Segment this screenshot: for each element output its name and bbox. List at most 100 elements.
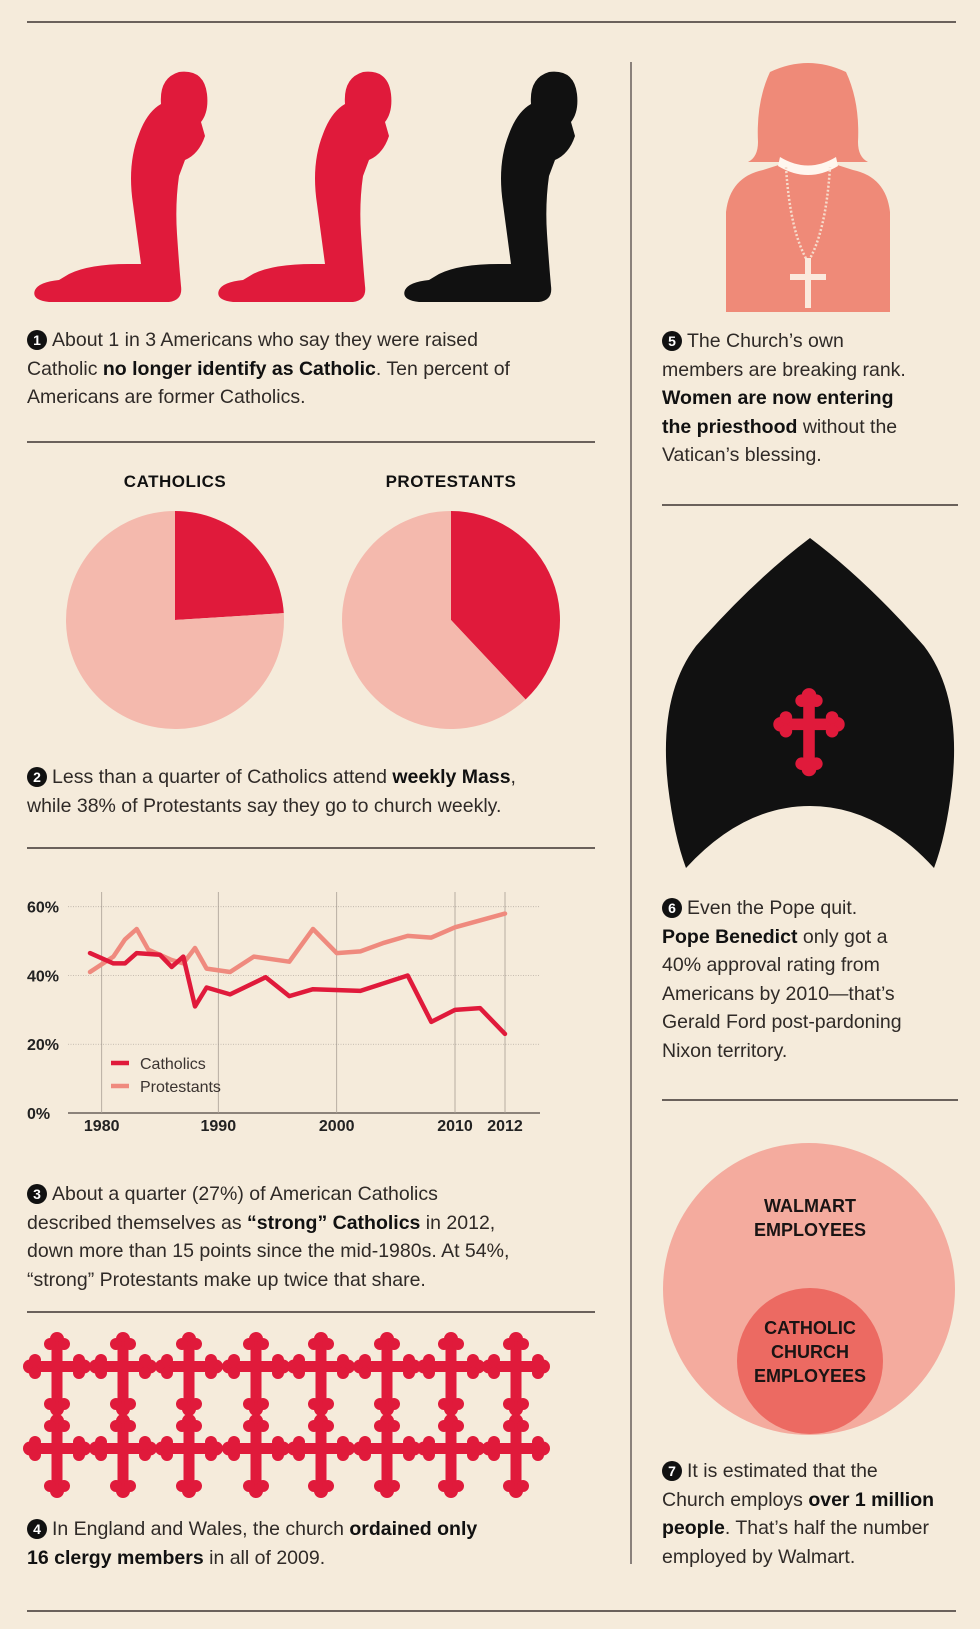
budded-cross-icon [287,1332,355,1416]
text-segment: Catholic [27,357,103,380]
strong-identity-line-chart: 0% 20% 40% 60% 1980 1990 2000 2010 2012 Catholics… [27,892,540,1135]
text-line: Americans are former Catholics. [27,383,510,412]
pie-slice-attend-weekly [175,511,284,620]
text-segment: in all of 2009. [203,1546,326,1569]
text-segment: The Church’s own [687,330,844,352]
text-segment: . That’s half the number [724,1517,929,1539]
item7-text: 7 It is estimated that the Church employs … [662,1457,934,1571]
x-tick-label: 2012 [487,1118,523,1135]
y-tick-label: 60% [27,900,59,917]
divider [662,1099,958,1101]
pie-slice-other [341,511,526,729]
budded-cross-icon [417,1414,485,1498]
text-line: 16 clergy members in all of 2009. [27,1544,477,1573]
column-divider [630,62,632,1564]
budded-cross-icon [287,1414,355,1498]
text-line: members are breaking rank. [662,356,906,385]
budded-cross-icon [23,1332,91,1416]
text-segment: “strong” Protestants make up twice that … [27,1268,426,1291]
text-segment: Even the Pope quit. [687,897,858,919]
bold-text: weekly Mass [392,766,511,788]
walmart-label-line: EMPLOYEES [753,1220,867,1240]
text-segment: Americans by 2010—that’s [662,982,895,1005]
item3-text: 3 About a quarter (27%) of American Catho… [27,1180,509,1294]
budded-cross-icon [417,1332,485,1416]
number-badge: 4 [27,1519,47,1539]
text-segment: . Ten percent of [375,357,510,380]
budded-cross-icon [89,1414,157,1498]
budded-cross-icon [222,1414,290,1498]
number-badge: 1 [27,330,47,350]
divider [27,441,595,443]
item1-text: 1 About 1 in 3 Americans who say they wer… [27,326,510,412]
bold-text: Women are now entering [662,387,894,409]
budded-cross-icon [89,1332,157,1416]
text-line: 7 It is estimated that the [662,1457,934,1486]
text-line: Pope Benedict only got a [662,923,902,952]
text-segment: down more than 15 points since the mid-1… [27,1240,510,1262]
text-line: 40% approval rating from [662,951,902,980]
pie-title-protestants: PROTESTANTS [385,472,517,491]
x-tick-label: 2000 [319,1118,355,1135]
budded-cross-icon [482,1332,550,1416]
text-segment: 40% approval rating from [662,954,880,976]
text-line: Nixon territory. [662,1037,902,1066]
bold-text: “strong” Catholics [247,1211,421,1234]
text-segment: members are breaking rank. [662,358,906,381]
item4-text: 4 In England and Wales, the church ordain… [27,1515,477,1572]
papal-mitre-icon [665,538,955,868]
text-line: Church employs over 1 million [662,1486,934,1515]
number-badge: 6 [662,898,682,918]
x-tick-label: 1990 [201,1118,237,1135]
bottom-rule [27,1610,956,1612]
pie-slice-other [66,511,284,729]
pie-slice-attend-weekly [451,511,560,700]
bold-text: Pope Benedict [662,925,798,948]
top-rule [27,21,956,23]
budded-cross-icon [155,1332,223,1416]
church-label-line: CATHOLIC [764,1318,856,1338]
budded-cross-icon [222,1332,290,1416]
text-segment: only got a [797,925,888,948]
text-segment: described themselves as [27,1211,248,1234]
bold-text: people [662,1517,725,1539]
text-line: “strong” Protestants make up twice that … [27,1266,509,1295]
x-tick-label: 2010 [437,1118,473,1135]
text-line: 5 The Church’s own [662,327,906,356]
bold-text: no longer identify as Catholic [102,357,376,380]
walmart-label: WALMART EMPLOYEES [710,1194,910,1242]
text-line: Catholic no longer identify as Catholic.… [27,355,510,384]
text-line: employed by Walmart. [662,1543,934,1572]
item5-text: 5 The Church’s own members are breaking ra… [662,327,906,470]
budded-cross-icon [353,1332,421,1416]
text-segment: Vatican’s blessing. [662,444,822,466]
woman-priest-icon [726,63,890,312]
bold-text: over 1 million [808,1488,935,1511]
text-segment: employed by Walmart. [662,1545,856,1568]
legend-label: Catholics [140,1056,206,1073]
budded-cross-icon [155,1414,223,1498]
bold-text: the priesthood [662,415,798,438]
text-line: the priesthood without the [662,413,906,442]
church-label-line: EMPLOYEES [753,1366,867,1386]
catholic-church-employees-circle [737,1288,883,1434]
text-line: 2 Less than a quarter of Catholics attend… [27,763,516,792]
budded-cross-icon [23,1414,91,1498]
item6-text: 6 Even the Pope quit. Pope Benedict only g… [662,894,902,1065]
divider [27,847,595,849]
employees-comparison-circles [663,1143,955,1435]
text-segment: In England and Wales, the church [52,1518,350,1540]
text-segment: Church employs [662,1488,809,1511]
divider [662,504,958,506]
number-badge: 3 [27,1184,47,1204]
pie-title-catholics: CATHOLICS [123,472,227,491]
text-line: down more than 15 points since the mid-1… [27,1237,509,1266]
text-segment: , [510,766,516,788]
text-line: people. That’s half the number [662,1514,934,1543]
series-line-protestants [87,911,508,975]
text-segment: in 2012, [420,1211,496,1234]
text-line: Women are now entering [662,384,906,413]
text-segment: while 38% of Protestants say they go to … [27,794,502,817]
text-segment: without the [797,415,898,438]
text-line: Vatican’s blessing. [662,441,906,470]
